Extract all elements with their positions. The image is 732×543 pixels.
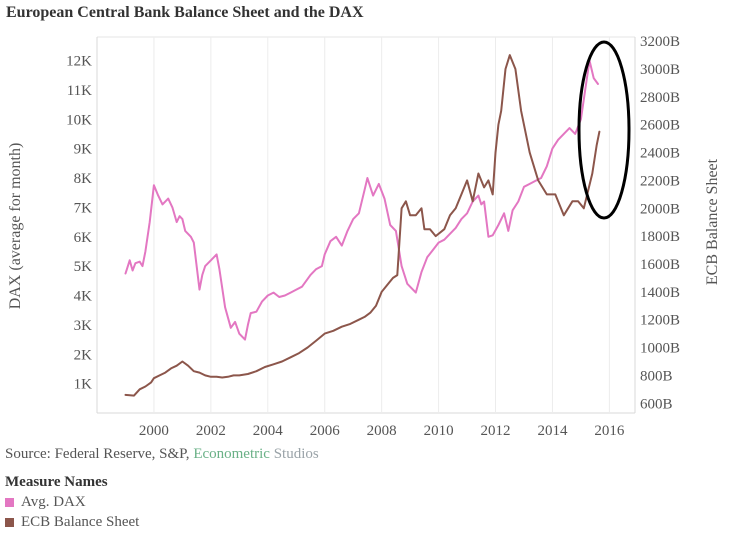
x-tick-label: 2012: [481, 423, 511, 439]
x-tick-label: 2004: [253, 423, 284, 439]
legend-swatch-ecb-balance-sheet: [5, 517, 14, 527]
series-line-ecb-balance-sheet: [124, 54, 601, 397]
y-tick-label-left: 9K: [74, 142, 93, 158]
source-note: Source: Federal Reserve, S&P, Econometri…: [5, 446, 319, 463]
y-tick-label-right: 800B: [640, 368, 673, 384]
y-tick-label-right: 3000B: [640, 62, 680, 78]
y-tick-label-right: 1600B: [640, 257, 680, 273]
y-tick-label-right: 1200B: [640, 313, 680, 329]
y-tick-label-left: 4K: [74, 289, 93, 305]
highlight-ellipse: [577, 40, 631, 220]
y-tick-label-right: 2200B: [640, 173, 680, 189]
legend-label-ecb-balance-sheet: ECB Balance Sheet: [21, 513, 140, 530]
source-brand-studios: Studios: [269, 446, 319, 462]
x-tick-label: 2016: [594, 423, 625, 439]
legend-title: Measure Names: [5, 474, 108, 490]
y-tick-label-left: 6K: [74, 230, 93, 246]
y-tick-label-left: 5K: [74, 259, 93, 275]
y-tick-label-right: 2800B: [640, 90, 680, 106]
y-tick-label-right: 3200B: [640, 34, 680, 50]
y-axis-label-right: ECB Balance Sheet: [704, 158, 721, 285]
legend-label-avg-dax: Avg. DAX: [21, 493, 86, 510]
y-tick-label-left: 8K: [74, 171, 93, 187]
x-tick-label: 2014: [537, 423, 568, 439]
y-tick-label-right: 2000B: [640, 201, 680, 217]
chart-title: European Central Bank Balance Sheet and …: [6, 4, 364, 21]
source-prefix: Source: Federal Reserve, S&P,: [5, 446, 194, 462]
y-tick-label-left: 7K: [74, 200, 93, 216]
y-tick-label-right: 600B: [640, 396, 673, 412]
source-brand-econometric: Econometric: [193, 446, 270, 462]
axis-tick-labels: 2000 2002 2004 2006 2008 2010 2012 2014 2016 1K 2K…: [66, 34, 680, 439]
y-tick-label-left: 3K: [74, 318, 93, 334]
legend: Measure Names Avg. DAX ECB Balance Sheet: [5, 474, 139, 532]
y-tick-label-left: 2K: [74, 347, 93, 363]
series-lines: [124, 54, 601, 397]
y-tick-label-left: 10K: [66, 112, 92, 128]
y-axis-label-left: DAX (average for month): [7, 143, 24, 310]
y-tick-label-left: 12K: [66, 54, 92, 70]
y-tick-label-right: 2400B: [640, 146, 680, 162]
legend-item-avg-dax[interactable]: Avg. DAX: [5, 492, 139, 512]
y-tick-label-right: 2600B: [640, 118, 680, 134]
y-tick-label-left: 11K: [67, 83, 92, 99]
y-tick-label-right: 1800B: [640, 229, 680, 245]
x-tick-label: 2006: [310, 423, 341, 439]
x-tick-label: 2002: [196, 423, 226, 439]
x-tick-label: 2000: [139, 423, 169, 439]
series-line-avg-dax: [124, 59, 599, 341]
y-tick-label-right: 1400B: [640, 285, 680, 301]
legend-swatch-avg-dax: [5, 497, 14, 507]
vertical-gridlines: [153, 37, 610, 413]
x-tick-label: 2010: [424, 423, 454, 439]
x-tick-label: 2008: [367, 423, 397, 439]
y-tick-label-left: 1K: [74, 377, 93, 393]
y-tick-label-right: 1000B: [640, 341, 680, 357]
legend-item-ecb-balance-sheet[interactable]: ECB Balance Sheet: [5, 512, 139, 532]
